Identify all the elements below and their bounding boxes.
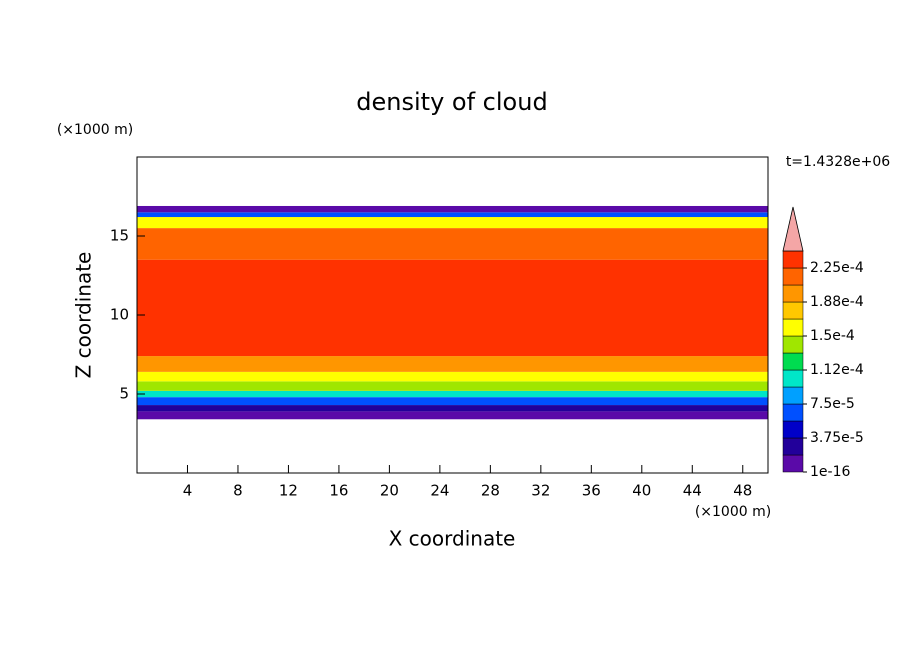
x-tick-label: 28 [481, 482, 500, 500]
contour-band [137, 228, 768, 260]
colorbar-box [782, 250, 804, 269]
x-tick-label: 36 [582, 482, 601, 500]
colorbar-tick-label: 2.25e-4 [810, 260, 864, 276]
colorbar-tick-label: 1.12e-4 [810, 362, 864, 378]
contour-band [137, 381, 768, 391]
contour-band [137, 212, 768, 218]
chart-title: density of cloud [356, 88, 547, 116]
y-unit: (×1000 m) [57, 122, 133, 138]
time-annotation: t=1.4328e+06 [786, 154, 890, 170]
y-tick-label: 15 [110, 227, 129, 245]
colorbar-box [782, 369, 804, 388]
contour-band [137, 217, 768, 229]
x-tick-label: 20 [380, 482, 399, 500]
colorbar-tick-label: 1e-16 [810, 464, 850, 480]
x-axis-label: X coordinate [389, 527, 516, 551]
colorbar-box [782, 318, 804, 337]
x-tick-label: 44 [683, 482, 702, 500]
axes: 4 8 12 16 20 24 28 32 36 40 44 48510151e-163.75e-57… [110, 156, 864, 500]
contour-band [137, 397, 768, 406]
contour-band [137, 411, 768, 420]
field [137, 205, 768, 420]
colorbar-extend [782, 206, 804, 252]
contour-band [137, 205, 768, 213]
contour-band [137, 259, 768, 357]
x-tick-label: 16 [329, 482, 348, 500]
colorbar-box [782, 437, 804, 456]
colorbar-box [782, 403, 804, 422]
contour-band [137, 390, 768, 398]
colorbar-tick-label: 1.5e-4 [810, 328, 855, 344]
y-tick-label: 10 [110, 306, 129, 324]
x-tick-label: 8 [233, 482, 243, 500]
contour-band [137, 371, 768, 382]
contour-band [137, 356, 768, 372]
colorbar-tick-label: 1.88e-4 [810, 294, 864, 310]
colorbar-box [782, 454, 804, 473]
x-tick-label: 24 [430, 482, 449, 500]
colorbar-box [782, 301, 804, 320]
y-tick-label: 5 [119, 385, 129, 403]
x-tick-label: 48 [733, 482, 752, 500]
colorbar-tick-label: 3.75e-5 [810, 430, 864, 446]
x-unit: (×1000 m) [695, 504, 771, 520]
colorbar-box [782, 335, 804, 354]
colorbar-box [782, 352, 804, 371]
x-tick-label: 4 [183, 482, 193, 500]
colorbar-box [782, 386, 804, 405]
x-tick-label: 32 [531, 482, 550, 500]
colorbar-box [782, 267, 804, 286]
colorbar-tick-label: 7.5e-5 [810, 396, 855, 412]
x-tick-label: 40 [632, 482, 651, 500]
x-tick-label: 12 [279, 482, 298, 500]
contour-band [137, 405, 768, 412]
colorbar-box [782, 420, 804, 439]
y-axis-label: Z coordinate [72, 252, 96, 379]
colorbar-box [782, 284, 804, 303]
